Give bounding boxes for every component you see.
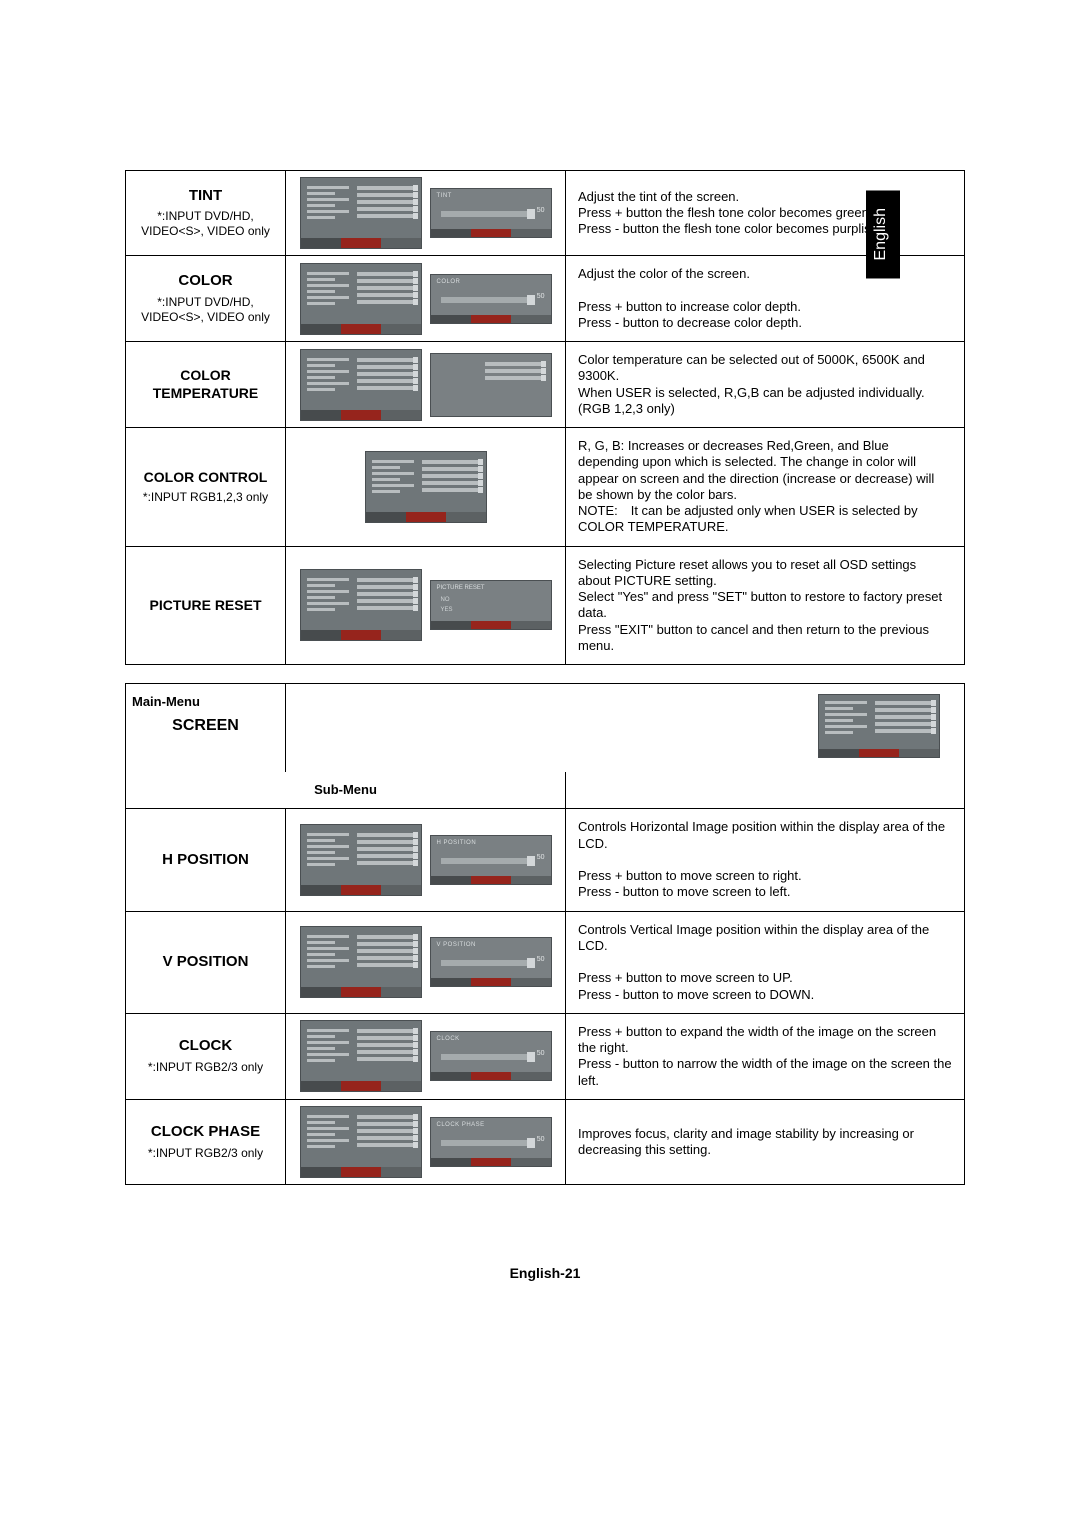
page-number: English-21 bbox=[125, 1265, 965, 1281]
reset-thumb: PICTURE RESET NO YES bbox=[430, 580, 552, 630]
row-desc: R, G, B: Increases or decreases Red,Gree… bbox=[566, 428, 965, 547]
slider-thumb: COLOR 50 bbox=[430, 274, 552, 324]
row-label: COLOR *:INPUT DVD/HD, VIDEO<S>, VIDEO on… bbox=[126, 256, 286, 342]
row-thumbs: CLOCK PHASE 50 bbox=[286, 1099, 566, 1184]
submenu-cell: Sub-Menu bbox=[126, 772, 566, 809]
row-label: CLOCK PHASE *:INPUT RGB2/3 only bbox=[126, 1099, 286, 1184]
osd-thumb bbox=[300, 263, 422, 335]
slider-thumb: V POSITION 50 bbox=[430, 937, 552, 987]
row-thumbs: TINT 50 bbox=[286, 171, 566, 256]
language-tab: English bbox=[866, 190, 900, 278]
osd-thumb-small bbox=[430, 353, 552, 417]
osd-thumb bbox=[365, 451, 487, 523]
mainmenu-cell: Main-Menu SCREEN bbox=[126, 684, 286, 773]
row-label: COLOR CONTROL *:INPUT RGB1,2,3 only bbox=[126, 428, 286, 547]
row-desc: Selecting Picture reset allows you to re… bbox=[566, 546, 965, 665]
osd-thumb bbox=[300, 1106, 422, 1178]
picture-menu-table: TINT *:INPUT DVD/HD, VIDEO<S>, VIDEO onl… bbox=[125, 170, 965, 665]
row-desc: Controls Vertical Image position within … bbox=[566, 911, 965, 1013]
slider-thumb: TINT 50 bbox=[430, 188, 552, 238]
row-desc: Improves focus, clarity and image stabil… bbox=[566, 1099, 965, 1184]
osd-thumb bbox=[300, 569, 422, 641]
row-label: TINT *:INPUT DVD/HD, VIDEO<S>, VIDEO onl… bbox=[126, 171, 286, 256]
osd-thumb bbox=[300, 349, 422, 421]
row-desc: Color temperature can be selected out of… bbox=[566, 342, 965, 428]
row-thumbs bbox=[286, 428, 566, 547]
row-desc: Press + button to expand the width of th… bbox=[566, 1013, 965, 1099]
row-label: V POSITION bbox=[126, 911, 286, 1013]
row-thumbs: CLOCK 50 bbox=[286, 1013, 566, 1099]
row-thumbs bbox=[286, 342, 566, 428]
row-desc: Adjust the color of the screen.Press + b… bbox=[566, 256, 965, 342]
osd-thumb bbox=[300, 177, 422, 249]
slider-thumb: H POSITION 50 bbox=[430, 835, 552, 885]
osd-thumb bbox=[300, 926, 422, 998]
row-label: CLOCK *:INPUT RGB2/3 only bbox=[126, 1013, 286, 1099]
submenu-blank bbox=[566, 772, 965, 809]
row-label: H POSITION bbox=[126, 809, 286, 911]
row-label: PICTURE RESET bbox=[126, 546, 286, 665]
row-thumbs: H POSITION 50 bbox=[286, 809, 566, 911]
row-thumbs: PICTURE RESET NO YES bbox=[286, 546, 566, 665]
mainmenu-thumb-cell bbox=[286, 684, 965, 773]
row-thumbs: COLOR 50 bbox=[286, 256, 566, 342]
osd-thumb bbox=[300, 1020, 422, 1092]
osd-thumb bbox=[300, 824, 422, 896]
slider-thumb: CLOCK PHASE 50 bbox=[430, 1117, 552, 1167]
row-desc: Controls Horizontal Image position withi… bbox=[566, 809, 965, 911]
screen-menu-table: Main-Menu SCREEN Sub-Menu H POSITION bbox=[125, 683, 965, 1185]
osd-thumb bbox=[818, 694, 940, 758]
row-label: COLOR TEMPERATURE bbox=[126, 342, 286, 428]
row-thumbs: V POSITION 50 bbox=[286, 911, 566, 1013]
slider-thumb: CLOCK 50 bbox=[430, 1031, 552, 1081]
row-desc: Adjust the tint of the screen.Press + bu… bbox=[566, 171, 965, 256]
